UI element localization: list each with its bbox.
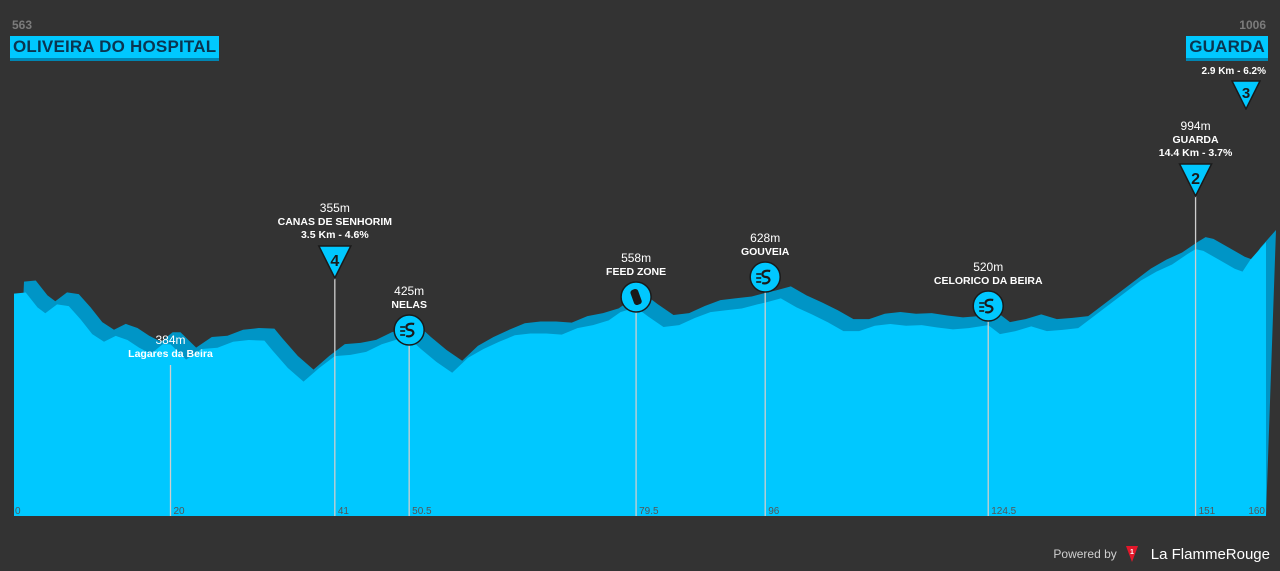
altitude-label: 425m: [394, 284, 424, 298]
altitude-label: 520m: [973, 260, 1003, 274]
flamme-rouge-logo-icon: 1: [1125, 546, 1138, 562]
km-tick-label: 20: [174, 506, 186, 517]
svg-text:1: 1: [1130, 549, 1134, 556]
sprint-glyph: [405, 322, 415, 338]
altitude-label: 384m: [155, 333, 185, 347]
climb-category-icon: [317, 245, 353, 280]
climb-category-number: 4: [330, 253, 339, 270]
powered-by: Powered by 1 La FlammeRouge: [1053, 545, 1270, 563]
start-location-badge: OLIVEIRA DO HOSPITAL: [10, 36, 220, 61]
start-altitude: 563: [12, 18, 33, 32]
km-tick-label: 160: [1248, 506, 1265, 517]
altitude-label: 355m: [320, 201, 350, 215]
climb-category-icon: [1178, 163, 1213, 198]
sprint-glyph: [984, 298, 994, 314]
location-label: CELORICO DA BEIRA: [934, 275, 1043, 287]
finish-climb-detail: 2.9 Km - 6.2%: [1201, 66, 1266, 77]
sprint-glyph: [761, 269, 771, 285]
km-tick-label: 151: [1199, 506, 1216, 517]
bottle-glyph: [630, 288, 642, 306]
brand-name[interactable]: La FlammeRouge: [1150, 545, 1270, 563]
km-tick-label: 96: [768, 506, 780, 517]
location-label: Lagares da Beira: [128, 348, 213, 360]
km-tick-label: 0: [15, 506, 21, 517]
climb-detail-label: 14.4 Km - 3.7%: [1159, 147, 1233, 159]
climb-detail-label: 3.5 Km - 4.6%: [301, 229, 369, 241]
location-label: CANAS DE SENHORIM: [278, 216, 393, 228]
climb-category-number: 2: [1191, 171, 1200, 188]
km-tick-label: 124.5: [991, 506, 1016, 517]
finish-climb-category: 3: [1242, 85, 1250, 102]
location-label: NELAS: [391, 299, 427, 311]
altitude-label: 994m: [1181, 119, 1211, 133]
profile-area: [14, 241, 1266, 516]
finish-altitude: 1006: [1239, 18, 1266, 32]
location-label: GUARDA: [1173, 134, 1219, 146]
location-label: GOUVEIA: [741, 246, 790, 258]
finish-climb-marker: 3: [1231, 80, 1261, 110]
altitude-label: 628m: [750, 231, 780, 245]
km-tick-label: 41: [338, 506, 350, 517]
km-tick-label: 79.5: [639, 506, 659, 517]
finish-location-badge: GUARDA: [1186, 36, 1268, 61]
location-label: FEED ZONE: [606, 266, 666, 278]
powered-by-label: Powered by: [1053, 547, 1117, 561]
km-tick-label: 50.5: [412, 506, 432, 517]
altitude-label: 558m: [621, 251, 651, 265]
